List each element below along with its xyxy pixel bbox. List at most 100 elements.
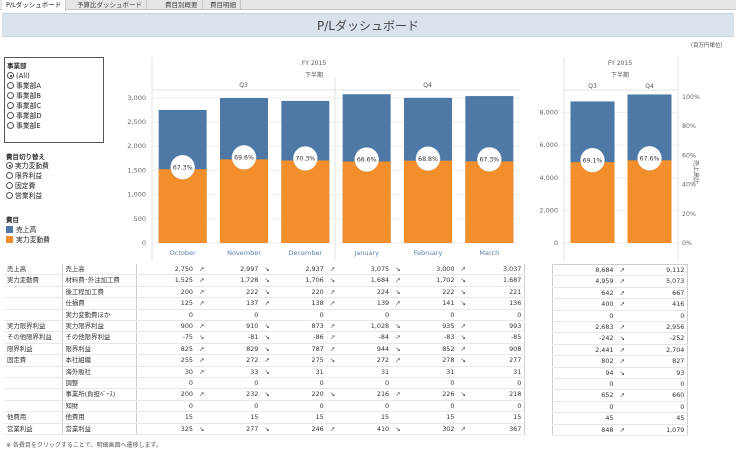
trend-arrow-icon: [457, 377, 469, 390]
table-row[interactable]: 仕損費 125 ↗ 137 ↗ 138 ↗ 139 ↗ 141 ↘ 136: [4, 297, 525, 310]
month-value-cell: 0: [135, 377, 196, 390]
trend-arrow-icon: ↘: [457, 354, 469, 367]
dept-option[interactable]: 事業部E: [7, 121, 42, 131]
row-group-label: [4, 286, 62, 299]
trend-arrow-icon: ↗: [616, 344, 628, 357]
table-row[interactable]: 売上高 売上高 2,750 ↗ 2,997 ↘ 2,937 ↗ 3,075 ↘ 3,000 ↗ 3,03…: [4, 264, 525, 276]
table-row[interactable]: 他費用 他費用 15 15 15 15 15 15: [4, 411, 525, 424]
trend-arrow-icon: ↗: [392, 388, 404, 401]
title-bar: P/Lダッシュボード: [2, 13, 734, 37]
month-value-cell: 138: [272, 297, 327, 310]
page-title: P/Lダッシュボード: [317, 19, 419, 33]
radio-icon: [7, 112, 14, 119]
ratio-label: 69.6%: [234, 155, 254, 162]
table-row[interactable]: 45 45: [552, 412, 688, 425]
x-tick-label: December: [288, 249, 322, 257]
table-row[interactable]: 実力変動費ほか 0 0 0 0 0 0: [4, 309, 525, 322]
tab-cost-detail[interactable]: 費目明細: [206, 0, 241, 10]
row-group-label: その他限界利益: [4, 331, 62, 344]
switch-option[interactable]: 営業利益: [6, 191, 49, 201]
trend-arrow-icon: [261, 377, 273, 390]
month-value-cell: 0: [338, 400, 393, 413]
y-tick-label: 1,000: [127, 191, 146, 199]
month-value-cell: 0: [338, 377, 393, 390]
radio-icon: [7, 72, 14, 79]
trend-arrow-icon: ↘: [261, 366, 273, 379]
month-value-cell: 0: [468, 377, 525, 390]
month-value-cell: 0: [468, 309, 525, 322]
table-row[interactable]: 固定費 本社組織 255 ↗ 272 ↗ 275 ↘ 272 ↗ 278 ↘ 277: [4, 354, 525, 367]
table-row[interactable]: 限界利益 限界利益 825 ↗ 829 ↘ 787 ↗ 944 ↘ 852 ↗ 908: [4, 343, 525, 356]
ratio-label: 67.3%: [480, 157, 500, 164]
dept-option[interactable]: 事業部D: [7, 111, 42, 121]
table-row[interactable]: 848 ↗ 1,079: [552, 424, 688, 437]
trend-arrow-icon: ↘: [196, 423, 208, 436]
month-value-cell: 1,028: [338, 320, 393, 333]
trend-arrow-icon: ↗: [326, 297, 339, 310]
month-value-cell: 15: [272, 411, 327, 424]
table-row[interactable]: 8,684 ↗ 9,112: [552, 264, 688, 277]
trend-arrow-icon: ↗: [196, 388, 208, 401]
table-row[interactable]: 営業利益 営業利益 325 ↘ 277 ↘ 246 ↗ 410 ↘ 302 ↗ 367: [4, 423, 525, 436]
right-axis-label: 売上高比: [692, 160, 699, 185]
tab-cost-overview[interactable]: 費目別概要: [161, 0, 203, 10]
trend-arrow-icon: [616, 401, 628, 414]
x-tick-label: November: [227, 249, 261, 257]
row-item-label: 材料費･外注加工費: [61, 274, 136, 287]
switch-option[interactable]: 限界利益: [6, 171, 49, 181]
table-row[interactable]: 後工程加工費 200 ↗ 222 ↘ 220 ↗ 224 ↘ 222 ↘ 221: [4, 286, 525, 299]
legend-item[interactable]: 売上高: [6, 225, 50, 235]
ratio-bubble: [580, 147, 605, 173]
table-row[interactable]: 802 ↗ 827: [552, 355, 688, 368]
legend-item[interactable]: 実力変動費: [6, 235, 50, 245]
table-row[interactable]: 実力限界利益 実力限界利益 900 ↗ 910 ↘ 873 ↗ 1,028 ↘ 935 ↗ 993: [4, 320, 525, 333]
table-row[interactable]: 2,683 ↗ 2,956: [552, 321, 688, 334]
table-row[interactable]: -242 ↘ -252: [552, 332, 688, 345]
table-row[interactable]: 海外販社 30 ↗ 33 ↘ 31 31 31 31: [4, 366, 525, 379]
x-tick-label: March: [479, 249, 499, 257]
row-item-label: 本社組織: [61, 354, 136, 367]
month-value-cell: 275: [272, 354, 327, 367]
right-tick-label: 100%: [682, 94, 700, 101]
month-value-cell: 852: [403, 343, 458, 356]
dept-option[interactable]: 事業部C: [7, 101, 42, 111]
table-row[interactable]: 400 ↗ 416: [552, 298, 688, 311]
table-row[interactable]: 94 ↘ 93: [552, 367, 688, 380]
switch-option[interactable]: 固定費: [6, 181, 49, 191]
month-value-cell: 246: [272, 423, 327, 436]
table-row[interactable]: 2,441 ↗ 2,704: [552, 344, 688, 357]
table-row[interactable]: 調整 0 0 0 0 0 0: [4, 377, 525, 390]
quarter-value-cell: 802: [552, 355, 617, 368]
month-value-cell: -75: [135, 331, 196, 344]
month-value-cell: 935: [403, 320, 458, 333]
trend-arrow-icon: [326, 400, 339, 413]
trend-arrow-icon: ↗: [196, 286, 208, 299]
bar-variable-cost: [342, 161, 391, 243]
table-row[interactable]: その他限界利益 その他限界利益 -75 ↘ -81 ↘ -86 ↗ -84 ↗ -83 ↘ -85: [4, 331, 525, 344]
quarter-value-cell: 827: [627, 355, 688, 368]
quarter-label: Q4: [645, 83, 654, 90]
dept-option[interactable]: 事業部B: [7, 91, 42, 101]
ratio-bubble: [415, 146, 441, 171]
trend-arrow-icon: ↘: [392, 320, 404, 333]
switch-option[interactable]: 実力変動費: [6, 161, 49, 171]
table-row[interactable]: 知財 0 0 0 0 0 0: [4, 400, 525, 413]
dept-option[interactable]: (All): [7, 71, 42, 81]
table-row[interactable]: 652 ↗ 660: [552, 389, 688, 402]
dept-option[interactable]: 事業部A: [7, 81, 42, 91]
trend-arrow-icon: ↗: [196, 297, 208, 310]
table-row[interactable]: 実力変動費 材料費･外注加工費 1,525 ↗ 1,728 ↘ 1,706 ↘ 1,684 ↗ 1,…: [4, 274, 525, 287]
y-tick-label: 6,000: [539, 141, 558, 149]
table-row[interactable]: 4,959 ↗ 5,073: [552, 275, 688, 288]
tab-pl-dashboard[interactable]: P/Lダッシュボード: [2, 0, 67, 11]
month-value-cell: 221: [468, 286, 525, 299]
trend-arrow-icon: [196, 377, 208, 390]
monthly-chart-half: 下半期: [304, 72, 323, 79]
tab-budget-dashboard[interactable]: 予算比ダッシュボード: [73, 0, 147, 10]
trend-arrow-icon: [457, 411, 469, 424]
table-row[interactable]: 642 ↗ 667: [552, 287, 688, 300]
table-row[interactable]: 事業所(負担ﾍﾞｰｽ) 200 ↗ 232 ↘ 220 ↘ 216 ↗ 226 ↘ 218: [4, 388, 525, 401]
